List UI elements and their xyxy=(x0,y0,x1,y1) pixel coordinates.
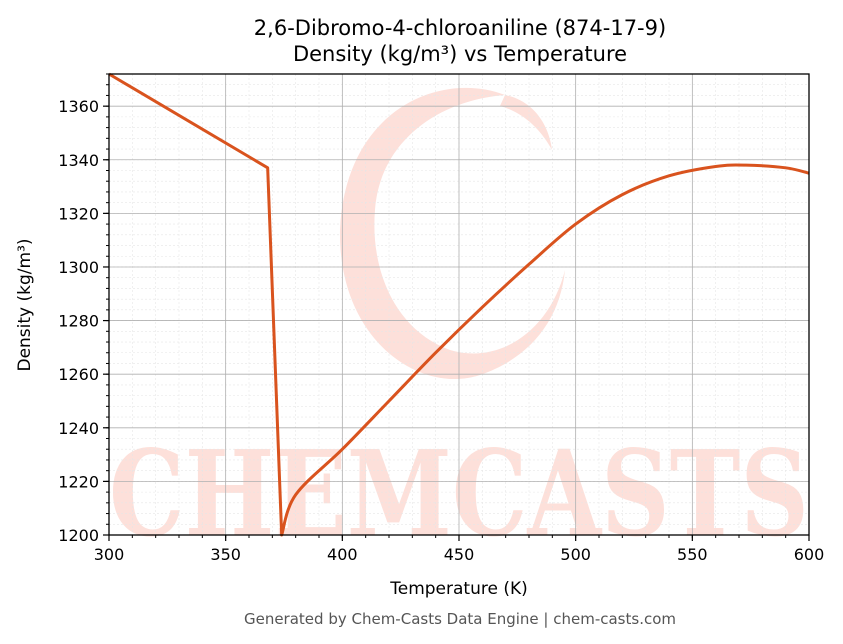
x-tick-label: 350 xyxy=(210,545,241,564)
y-tick-label: 1240 xyxy=(58,419,99,438)
y-tick-label: 1200 xyxy=(58,526,99,545)
x-tick-label: 600 xyxy=(794,545,825,564)
x-axis-label: Temperature (K) xyxy=(389,579,528,599)
y-tick-label: 1300 xyxy=(58,258,99,277)
x-tick-label: 550 xyxy=(677,545,708,564)
x-tick-label: 500 xyxy=(560,545,591,564)
watermark-swirl xyxy=(339,87,565,380)
y-tick-label: 1220 xyxy=(58,472,99,491)
x-tick-label: 450 xyxy=(444,545,475,564)
y-tick-label: 1360 xyxy=(58,97,99,116)
footer-credit: Generated by Chem-Casts Data Engine | ch… xyxy=(244,610,676,628)
y-tick-label: 1260 xyxy=(58,365,99,384)
watermark-swirl-tail xyxy=(500,95,552,150)
y-tick-label: 1320 xyxy=(58,204,99,223)
x-axis-ticks: 300 350 400 450 500 550 600 xyxy=(94,535,825,564)
y-axis-label: Density (kg/m³) xyxy=(15,238,35,371)
y-axis-ticks: 1200 1220 1240 1260 1280 1300 1320 1340 1360 xyxy=(58,73,109,545)
x-tick-label: 300 xyxy=(94,545,125,564)
chart-title: 2,6-Dibromo-4-chloroaniline (874-17-9) xyxy=(254,16,666,40)
y-tick-label: 1280 xyxy=(58,312,99,331)
y-tick-label: 1340 xyxy=(58,151,99,170)
density-series-line xyxy=(108,72,810,537)
x-tick-label: 400 xyxy=(327,545,358,564)
chart-subtitle: Density (kg/m³) vs Temperature xyxy=(293,42,627,66)
